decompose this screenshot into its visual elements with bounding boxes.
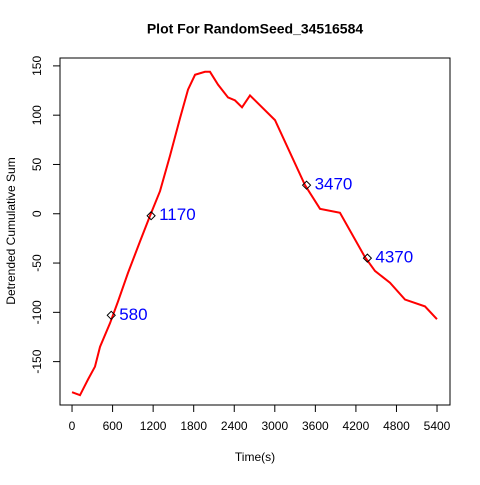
y-tick-label: 0 [30, 210, 44, 217]
x-axis-label: Time(s) [235, 450, 275, 464]
y-tick-label: 50 [30, 157, 44, 171]
x-tick-label: 3600 [302, 419, 329, 433]
x-tick-label: 2400 [221, 419, 248, 433]
annotation-label: 1170 [159, 205, 196, 224]
y-axis-label: Detrended Cumulative Sum [4, 157, 18, 304]
annotation-marker [362, 253, 373, 263]
x-tick-label: 1200 [140, 419, 167, 433]
x-tick-label: 3000 [261, 419, 288, 433]
y-tick-label: -50 [30, 254, 44, 272]
annotation-marker [106, 310, 116, 321]
x-tick-label: 0 [69, 419, 76, 433]
y-tick-label: 100 [30, 105, 44, 125]
chart-title: Plot For RandomSeed_34516584 [147, 21, 364, 37]
annotation-label: 3470 [315, 175, 353, 194]
y-tick-label: -100 [30, 300, 44, 324]
y-tick-label: -150 [30, 349, 44, 373]
x-tick-label: 600 [103, 419, 123, 433]
data-line [71, 70, 438, 397]
annotation-marker [146, 211, 156, 221]
x-tick-label: 1800 [180, 419, 207, 433]
plot-frame [59, 57, 451, 406]
x-tick-label: 5400 [424, 419, 451, 433]
annotation-label: 580 [119, 305, 147, 324]
annotation-marker [301, 180, 312, 190]
x-tick-label: 4800 [383, 419, 410, 433]
x-tick-label: 4200 [343, 419, 370, 433]
y-tick-label: 150 [30, 56, 44, 76]
annotation-label: 4370 [375, 248, 413, 267]
